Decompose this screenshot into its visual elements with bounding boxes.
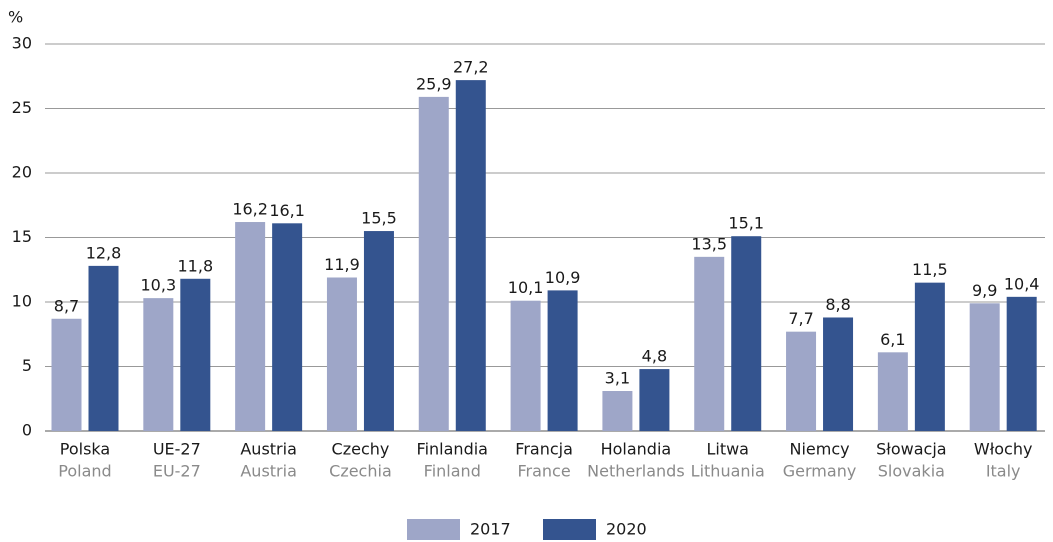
value-label: 11,8 <box>178 256 214 275</box>
x-tick-label-secondary: Finland <box>424 462 481 481</box>
bar <box>88 265 119 431</box>
x-tick-label-secondary: Germany <box>783 462 857 481</box>
bar <box>969 303 1000 431</box>
y-tick-label: 10 <box>12 292 32 311</box>
bar <box>143 298 174 431</box>
bar <box>914 282 945 431</box>
bar <box>363 231 394 431</box>
x-tick-label: Litwa <box>706 440 749 459</box>
bar <box>694 256 725 431</box>
value-label: 10,9 <box>545 268 581 287</box>
bar <box>877 352 908 431</box>
x-tick-label: Finlandia <box>417 440 488 459</box>
value-label: 3,1 <box>605 369 630 388</box>
bar <box>272 223 303 431</box>
y-tick-label: 30 <box>12 34 32 53</box>
value-label: 7,7 <box>788 309 813 328</box>
legend-swatch <box>543 519 596 540</box>
x-tick-label-secondary: Italy <box>986 462 1021 481</box>
value-label: 4,8 <box>642 347 667 366</box>
value-label: 10,1 <box>508 278 544 297</box>
bar <box>510 300 541 431</box>
x-tick-label: Słowacja <box>876 440 946 459</box>
value-label: 16,2 <box>232 200 268 219</box>
x-tick-label: UE-27 <box>153 440 201 459</box>
value-label: 10,4 <box>1004 274 1040 293</box>
legend-label: 2020 <box>606 520 647 539</box>
bar <box>180 278 211 431</box>
value-label: 15,1 <box>728 214 764 233</box>
x-tick-label: Czechy <box>332 440 390 459</box>
bar <box>823 317 854 431</box>
bar <box>602 391 633 431</box>
legend-swatch <box>407 519 460 540</box>
x-tick-label-secondary: Czechia <box>329 462 392 481</box>
value-label: 25,9 <box>416 74 452 93</box>
bar <box>326 277 357 431</box>
x-tick-label-secondary: Lithuania <box>691 462 765 481</box>
value-label: 8,7 <box>54 296 79 315</box>
value-label: 8,8 <box>825 295 850 314</box>
value-label: 11,9 <box>324 255 360 274</box>
value-label: 6,1 <box>880 330 905 349</box>
value-label: 27,2 <box>453 58 489 77</box>
x-tick-label-secondary: France <box>517 462 570 481</box>
y-tick-label: 25 <box>12 98 32 117</box>
x-tick-label-secondary: EU-27 <box>153 462 201 481</box>
bar <box>51 318 82 431</box>
bar <box>418 96 449 431</box>
x-tick-label-secondary: Slovakia <box>878 462 945 481</box>
value-label: 11,5 <box>912 260 948 279</box>
x-tick-label: Austria <box>240 440 297 459</box>
x-tick-label-secondary: Netherlands <box>587 462 685 481</box>
y-tick-label: 5 <box>22 356 32 375</box>
legend-label: 2017 <box>470 520 511 539</box>
bar <box>731 236 762 431</box>
x-tick-label-secondary: Austria <box>240 462 297 481</box>
x-tick-label: Włochy <box>974 440 1033 459</box>
x-tick-label: Niemcy <box>789 440 849 459</box>
x-tick-label: Holandia <box>601 440 672 459</box>
value-label: 9,9 <box>972 281 997 300</box>
y-axis-label: % <box>8 8 23 27</box>
value-label: 12,8 <box>86 243 122 262</box>
value-label: 13,5 <box>691 234 727 253</box>
bar <box>235 222 266 431</box>
bar <box>639 369 670 431</box>
bar <box>547 290 578 431</box>
bar <box>1006 296 1037 431</box>
bar <box>455 80 486 432</box>
value-label: 15,5 <box>361 209 397 228</box>
x-tick-label-secondary: Poland <box>58 462 111 481</box>
y-tick-label: 15 <box>12 227 32 246</box>
x-tick-label: Francja <box>515 440 573 459</box>
x-tick-label: Polska <box>60 440 110 459</box>
y-tick-label: 20 <box>12 163 32 182</box>
value-label: 10,3 <box>141 276 177 295</box>
bar <box>786 331 817 431</box>
value-label: 16,1 <box>269 201 305 220</box>
y-tick-label: 0 <box>22 421 32 440</box>
